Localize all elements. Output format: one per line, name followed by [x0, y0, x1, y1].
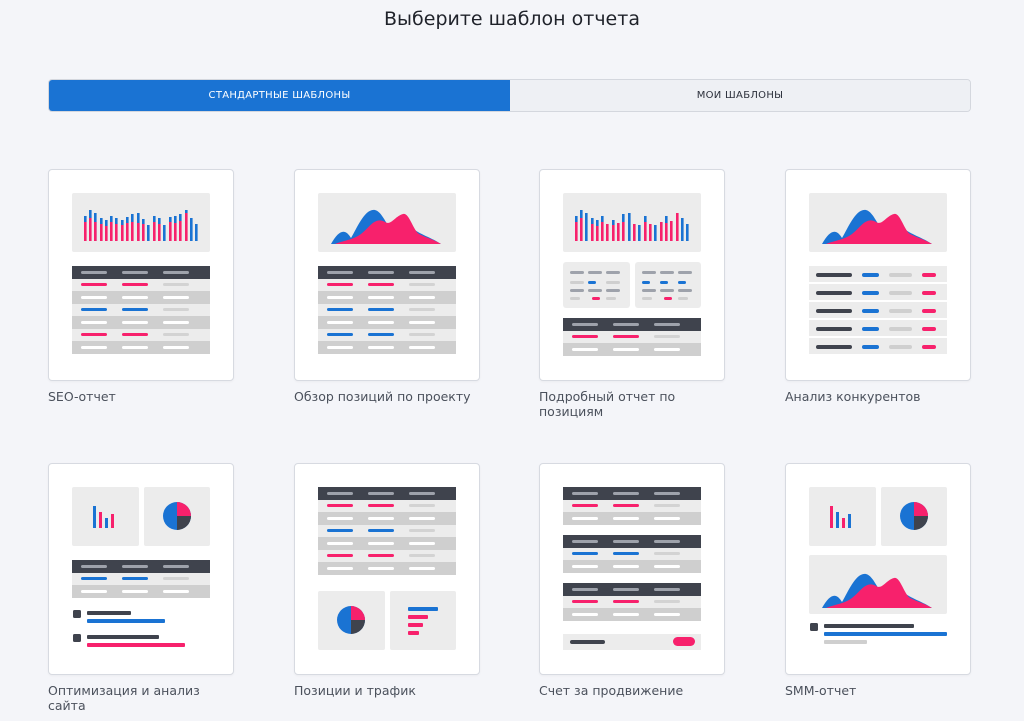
template-card-positions-overview[interactable]	[294, 169, 480, 381]
table-icon	[72, 560, 210, 598]
template-card-site-optimization[interactable]	[48, 463, 234, 675]
table-icon	[563, 487, 701, 525]
mini-table-left-icon	[563, 262, 630, 308]
competitor-list-icon	[809, 266, 947, 354]
template-label-seo-report[interactable]: SEO-отчет	[48, 389, 116, 404]
area-chart-icon	[822, 209, 932, 244]
template-card-promotion-invoice[interactable]	[539, 463, 725, 675]
template-label-site-optimization[interactable]: Оптимизация и анализ сайта	[48, 683, 200, 713]
detailed-positions-preview-icon	[563, 193, 701, 356]
table-icon	[318, 487, 456, 575]
template-label-promotion-invoice[interactable]: Счет за продвижение	[539, 683, 684, 698]
positions-overview-preview-icon	[318, 193, 456, 354]
legend-list-icon	[73, 610, 185, 647]
horizontal-bars-icon	[408, 607, 438, 635]
template-label-positions-traffic[interactable]: Позиции и трафик	[294, 683, 416, 698]
promotion-invoice-preview-icon	[563, 487, 701, 650]
area-chart-icon	[822, 573, 932, 608]
template-label-positions-overview[interactable]: Обзор позиций по проекту	[294, 389, 471, 404]
pie-chart-icon	[900, 502, 928, 530]
mini-table-right-icon	[635, 262, 701, 308]
template-label-competitors-analysis[interactable]: Анализ конкурентов	[785, 389, 921, 404]
legend-list-icon	[810, 623, 947, 644]
template-tabs: СТАНДАРТНЫЕ ШАБЛОНЫ МОИ ШАБЛОНЫ	[48, 79, 971, 112]
area-chart-icon	[331, 209, 441, 244]
competitors-analysis-preview-icon	[809, 193, 947, 354]
bar-chart-icon	[84, 210, 198, 241]
tab-my-templates[interactable]: МОИ ШАБЛОНЫ	[510, 80, 970, 111]
site-optimization-preview-icon	[72, 487, 210, 647]
page-title: Выберите шаблон отчета	[384, 8, 640, 30]
bar-chart-icon	[830, 506, 851, 528]
template-label-detailed-positions[interactable]: Подробный отчет по позициям	[539, 389, 676, 419]
pie-chart-icon	[337, 606, 365, 634]
template-card-detailed-positions[interactable]	[539, 169, 725, 381]
bar-chart-icon	[575, 210, 689, 241]
template-card-smm-report[interactable]	[785, 463, 971, 675]
positions-traffic-preview-icon	[318, 487, 456, 650]
bar-chart-icon	[93, 506, 114, 528]
table-icon	[563, 535, 701, 573]
table-icon	[563, 318, 701, 356]
template-card-seo-report[interactable]	[48, 169, 234, 381]
template-card-competitors-analysis[interactable]	[785, 169, 971, 381]
table-icon	[563, 583, 701, 621]
smm-report-preview-icon	[809, 487, 947, 644]
seo-report-preview-icon	[72, 193, 210, 354]
table-icon	[72, 266, 210, 354]
template-card-positions-traffic[interactable]	[294, 463, 480, 675]
pie-chart-icon	[163, 502, 191, 530]
template-label-smm-report[interactable]: SMM-отчет	[785, 683, 857, 698]
invoice-total-icon	[563, 634, 701, 650]
table-icon	[318, 266, 456, 354]
tab-standard-templates[interactable]: СТАНДАРТНЫЕ ШАБЛОНЫ	[49, 80, 510, 111]
